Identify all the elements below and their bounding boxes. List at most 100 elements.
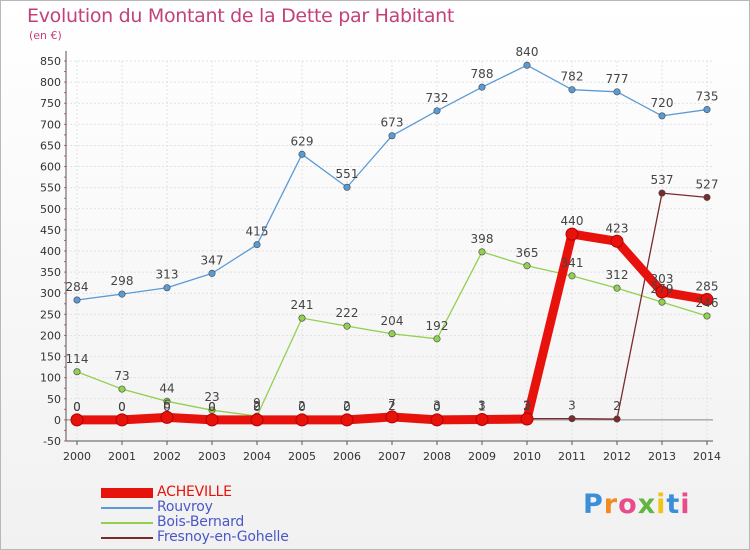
- x-tick-label: 2009: [468, 450, 496, 463]
- data-point: [610, 234, 624, 248]
- data-point: [433, 335, 441, 343]
- x-tick-label: 2013: [648, 450, 676, 463]
- data-point: [388, 330, 396, 338]
- data-label: 423: [606, 221, 629, 235]
- data-label: 720: [651, 96, 674, 110]
- x-tick-label: 2000: [63, 450, 91, 463]
- data-point: [343, 183, 351, 191]
- proxiti-logo: Proxiti: [583, 489, 691, 520]
- data-point: [613, 88, 621, 96]
- data-point: [298, 150, 306, 158]
- data-label: 0: [163, 400, 171, 414]
- data-point: [118, 385, 126, 393]
- data-label: 204: [381, 314, 404, 328]
- data-point: [520, 412, 534, 426]
- data-point: [70, 413, 84, 427]
- data-point: [430, 413, 444, 427]
- data-label: 23: [204, 390, 219, 404]
- data-point: [658, 189, 666, 197]
- x-tick-label: 2014: [693, 450, 721, 463]
- data-label: 9: [253, 396, 261, 410]
- data-point: [163, 397, 171, 405]
- legend-label: Fresnoy-en-Gohelle: [157, 529, 289, 545]
- data-point: [343, 322, 351, 330]
- data-label: 673: [381, 116, 404, 130]
- logo-letter: P: [583, 489, 604, 520]
- y-tick-label: 500: [40, 203, 61, 216]
- y-tick-label: 400: [40, 245, 61, 258]
- logo-letter: i: [680, 489, 691, 520]
- data-point: [565, 227, 579, 241]
- y-tick-label: 650: [40, 139, 61, 152]
- data-label: 246: [696, 296, 719, 310]
- x-tick-label: 2001: [108, 450, 136, 463]
- x-tick-label: 2012: [603, 450, 631, 463]
- y-tick-label: 800: [40, 76, 61, 89]
- data-point: [523, 61, 531, 69]
- data-label: 0: [73, 400, 81, 414]
- y-tick-label: 600: [40, 161, 61, 174]
- grid: [66, 60, 713, 442]
- data-label: 551: [336, 167, 359, 181]
- data-label: 3: [568, 399, 576, 413]
- data-label: 7: [388, 397, 396, 411]
- data-label: 2: [253, 399, 261, 413]
- data-label: 279: [651, 282, 674, 296]
- data-label: 0: [298, 400, 306, 414]
- data-point: [658, 298, 666, 306]
- x-tick-label: 2005: [288, 450, 316, 463]
- data-label: 782: [561, 70, 584, 84]
- logo-letter: o: [618, 489, 638, 520]
- legend-swatch-rouvroy: [101, 507, 153, 509]
- data-label: 303: [651, 272, 674, 286]
- legend-swatch-fresnoy: [101, 537, 153, 539]
- data-point: [340, 413, 354, 427]
- data-point: [568, 86, 576, 94]
- legend-swatch-acheville: [101, 488, 153, 498]
- x-tick-label: 2011: [558, 450, 586, 463]
- data-label: 0: [253, 400, 261, 414]
- data-point: [658, 112, 666, 120]
- series-rouvroy: [73, 61, 711, 304]
- data-label: 192: [426, 319, 449, 333]
- data-label: 313: [156, 268, 179, 282]
- data-label: 0: [208, 400, 216, 414]
- legend-label: Rouvroy: [157, 499, 213, 515]
- y-tick-label: 200: [40, 329, 61, 342]
- data-label: 840: [516, 45, 539, 59]
- data-point: [433, 107, 441, 115]
- y-tick-label: 350: [40, 266, 61, 279]
- data-point: [568, 272, 576, 280]
- data-label: 284: [66, 280, 89, 294]
- logo-letter: x: [637, 489, 657, 520]
- data-label: 398: [471, 232, 494, 246]
- data-label: 312: [606, 268, 629, 282]
- x-tick-label: 2007: [378, 450, 406, 463]
- data-label: 298: [111, 274, 134, 288]
- data-label: 0: [208, 400, 216, 414]
- data-label: 0: [118, 400, 126, 414]
- y-tick-label: 250: [40, 308, 61, 321]
- data-point: [250, 413, 264, 427]
- data-label: 788: [471, 67, 494, 81]
- data-label: 222: [336, 306, 359, 320]
- data-label: 2: [523, 399, 531, 413]
- x-tick-label: 2010: [513, 450, 541, 463]
- chart-title: Evolution du Montant de la Dette par Hab…: [27, 5, 455, 27]
- data-label: 0: [73, 400, 81, 414]
- x-tick-label: 2003: [198, 450, 226, 463]
- y-tick-label: -50: [43, 435, 61, 448]
- data-label: 2: [298, 399, 306, 413]
- data-point: [253, 241, 261, 249]
- data-point: [73, 296, 81, 304]
- data-label: 440: [561, 214, 584, 228]
- y-tick-label: 50: [47, 393, 61, 406]
- data-label: 347: [201, 253, 224, 267]
- data-point: [115, 413, 129, 427]
- y-tick-label: 550: [40, 182, 61, 195]
- data-point: [208, 406, 216, 414]
- data-label: 2: [343, 399, 351, 413]
